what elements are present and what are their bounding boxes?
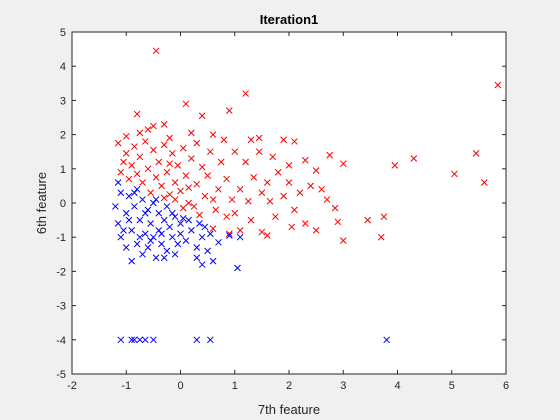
x-tick-label: 5 bbox=[449, 380, 455, 392]
x-tick-label: 0 bbox=[177, 380, 183, 392]
y-tick-label: -5 bbox=[56, 369, 66, 381]
y-tick-label: 3 bbox=[60, 95, 66, 107]
y-tick-label: 4 bbox=[60, 61, 66, 73]
x-tick-labels: -2 -1 0 1 2 3 4 5 6 bbox=[67, 380, 509, 392]
y-tick-label: -2 bbox=[56, 266, 66, 278]
chart-title: Iteration1 bbox=[260, 12, 319, 27]
x-tick-label: 1 bbox=[232, 380, 238, 392]
x-tick-label: 4 bbox=[394, 380, 400, 392]
y-tick-label: 1 bbox=[60, 164, 66, 176]
x-tick-label: 3 bbox=[340, 380, 346, 392]
y-tick-labels: -5 -4 -3 -2 -1 0 1 2 3 4 5 bbox=[56, 27, 66, 381]
plot-area bbox=[72, 32, 506, 374]
y-tick-label: 2 bbox=[60, 130, 66, 142]
y-axis-label: 6th feature bbox=[34, 172, 49, 234]
y-tick-label: 0 bbox=[60, 198, 66, 210]
y-tick-label: -1 bbox=[56, 232, 66, 244]
x-axis-label: 7th feature bbox=[258, 402, 320, 417]
y-tick-label: -4 bbox=[56, 335, 66, 347]
y-tick-label: 5 bbox=[60, 27, 66, 39]
x-tick-label: 6 bbox=[503, 380, 509, 392]
x-tick-label: 2 bbox=[286, 380, 292, 392]
x-tick-label: -2 bbox=[67, 380, 77, 392]
y-tick-label: -3 bbox=[56, 301, 66, 313]
x-tick-label: -1 bbox=[121, 380, 131, 392]
